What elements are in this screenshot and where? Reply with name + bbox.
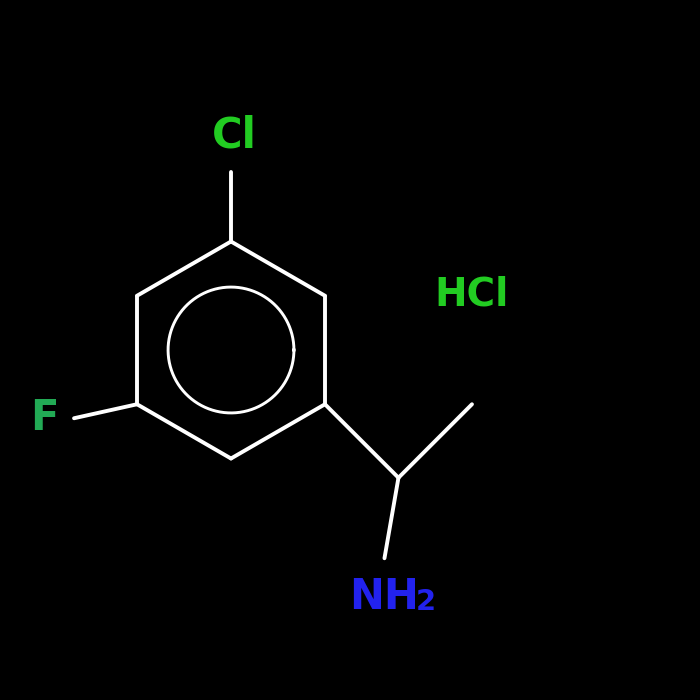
Text: HCl: HCl <box>434 275 508 313</box>
Text: Cl: Cl <box>212 114 257 156</box>
Text: F: F <box>30 398 59 440</box>
Text: 2: 2 <box>416 588 436 616</box>
Text: NH: NH <box>349 575 419 617</box>
